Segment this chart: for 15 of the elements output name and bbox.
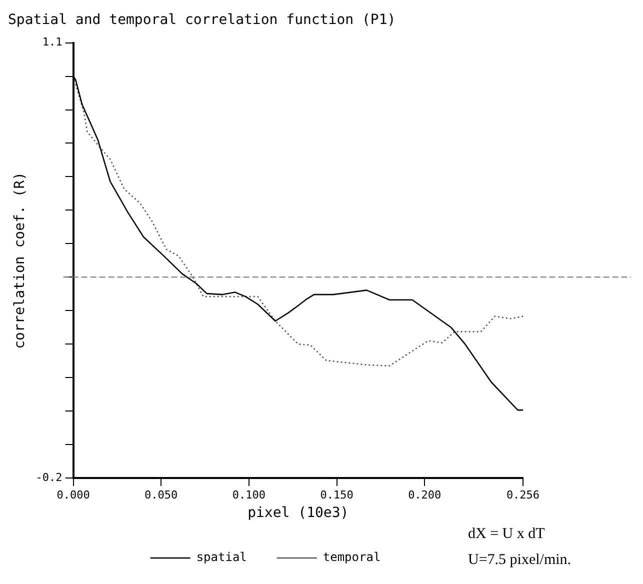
x-tick-label: 0.256 bbox=[506, 488, 540, 502]
x-tick-label: 0.150 bbox=[320, 488, 354, 502]
text: U=7.5 pixel/min. bbox=[468, 552, 572, 568]
x-tick-label: 0.100 bbox=[232, 488, 266, 502]
y-tick-label: 1.1 bbox=[42, 36, 62, 49]
x-axis-title: pixel (10e3) bbox=[248, 505, 349, 522]
x-tick-label: 0.000 bbox=[56, 488, 90, 502]
chart-title: Spatial and temporal correlation function (P1) bbox=[8, 12, 396, 28]
x-tick-label: 0.050 bbox=[144, 488, 178, 502]
text: dX = U x dT bbox=[468, 526, 545, 542]
y-axis-title: correlation coef. (R) bbox=[12, 172, 28, 349]
y-tick-label: -0.2 bbox=[36, 470, 62, 484]
x-tick-label: 0.200 bbox=[408, 488, 442, 502]
legend-label: spatial bbox=[196, 550, 247, 564]
legend-label: temporal bbox=[322, 550, 381, 564]
